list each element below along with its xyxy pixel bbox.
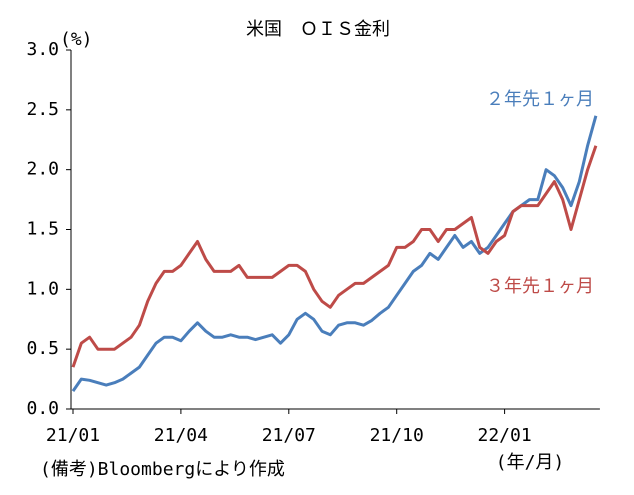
y-tick-label: 2.5 (26, 99, 59, 120)
y-tick-label: 3.0 (26, 39, 59, 60)
y-tick-label: 1.0 (26, 278, 59, 299)
chart-title: 米国 ＯＩＳ金利 (246, 19, 390, 40)
x-tick-label: 21/04 (154, 425, 208, 446)
x-tick-label: 21/01 (46, 425, 100, 446)
y-tick-label: 0.5 (26, 338, 59, 359)
series-label: ２年先１ヶ月 (486, 89, 594, 110)
series-label: ３年先１ヶ月 (486, 276, 594, 297)
series-line (71, 145, 598, 368)
y-tick-label: 1.5 (26, 219, 59, 240)
x-tick-label: 21/10 (370, 425, 424, 446)
x-tick-label: 22/01 (478, 425, 532, 446)
y-tick-label: 2.0 (26, 159, 59, 180)
series-line (71, 115, 598, 392)
source-note: (備考)Bloombergにより作成 (40, 459, 285, 480)
x-tick-label: 21/07 (262, 425, 316, 446)
x-unit: (年/月) (496, 452, 565, 473)
y-tick-label: 0.0 (26, 398, 59, 419)
y-unit: (%) (60, 29, 93, 50)
